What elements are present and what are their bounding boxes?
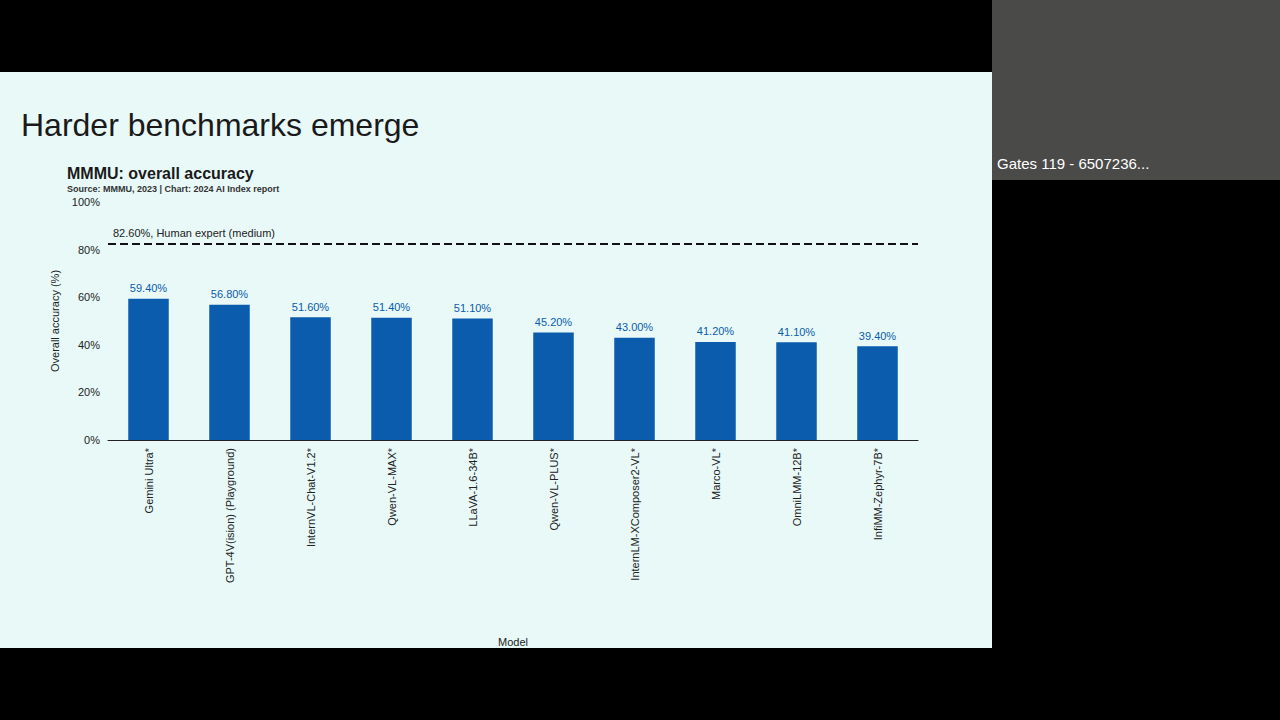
svg-text:Gemini Ultra*: Gemini Ultra* [143,447,155,513]
svg-text:41.20%: 41.20% [697,325,735,337]
svg-text:56.80%: 56.80% [211,288,249,300]
svg-text:InternLM-XComposer2-VL*: InternLM-XComposer2-VL* [629,447,641,580]
svg-text:80%: 80% [78,244,100,256]
svg-text:Qwen-VL-MAX*: Qwen-VL-MAX* [386,447,398,525]
svg-text:20%: 20% [78,386,100,398]
svg-text:GPT-4V(ision) (Playground): GPT-4V(ision) (Playground) [224,448,236,583]
svg-text:LLaVA-1.6-34B*: LLaVA-1.6-34B* [467,447,479,526]
svg-text:51.60%: 51.60% [292,301,330,313]
svg-text:40%: 40% [78,339,100,351]
svg-text:39.40%: 39.40% [859,330,897,342]
svg-text:Source: MMMU, 2023 | Chart: 20: Source: MMMU, 2023 | Chart: 2024 AI Inde… [67,184,279,194]
svg-text:Marco-VL*: Marco-VL* [710,447,722,500]
svg-text:MMMU: overall accuracy: MMMU: overall accuracy [67,165,254,182]
svg-text:0%: 0% [84,434,100,446]
svg-text:InternVL-Chat-V1.2*: InternVL-Chat-V1.2* [305,447,317,547]
svg-text:51.10%: 51.10% [454,302,492,314]
svg-text:Model: Model [498,636,528,648]
svg-text:41.10%: 41.10% [778,326,816,338]
svg-text:Overall accuracy (%): Overall accuracy (%) [49,270,61,372]
svg-text:OmniLMM-12B*: OmniLMM-12B* [791,447,803,526]
svg-text:100%: 100% [72,196,100,208]
svg-text:InfiMM-Zephyr-7B*: InfiMM-Zephyr-7B* [872,447,884,540]
svg-text:43.00%: 43.00% [616,321,654,333]
svg-text:51.40%: 51.40% [373,301,411,313]
svg-text:Qwen-VL-PLUS*: Qwen-VL-PLUS* [548,447,560,530]
svg-text:60%: 60% [78,291,100,303]
svg-text:45.20%: 45.20% [535,316,573,328]
svg-text:Harder benchmarks emerge: Harder benchmarks emerge [21,107,419,143]
html-text:Gates 119 - 6507236...: Gates 119 - 6507236... [997,155,1150,172]
svg-text:59.40%: 59.40% [130,282,168,294]
svg-text:82.60%, Human expert (medium): 82.60%, Human expert (medium) [113,227,275,239]
